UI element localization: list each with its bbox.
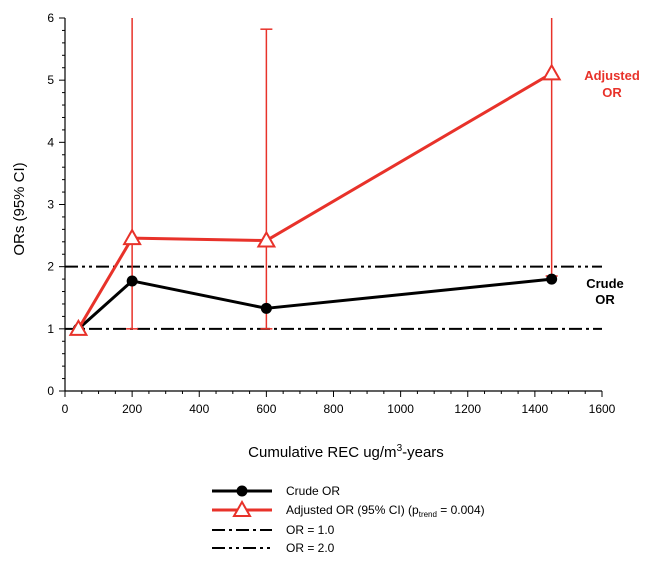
data-point-adjusted — [256, 230, 277, 248]
x-tick-label: 1000 — [387, 402, 414, 416]
legend-swatch-crude-marker — [236, 485, 248, 497]
legend-label-adjusted: Adjusted OR (95% CI) (ptrend = 0.004) — [286, 503, 485, 519]
y-axis-title: ORs (95% CI) — [11, 162, 28, 255]
legend-item-crude: Crude OR — [212, 484, 340, 498]
legend-label-crude: Crude OR — [286, 484, 340, 498]
data-point-crude — [546, 273, 558, 285]
y-tick-label: 2 — [47, 260, 54, 274]
x-tick-label: 1200 — [454, 402, 481, 416]
legend-item-or2: OR = 2.0 — [212, 541, 335, 555]
data-point-adjusted — [541, 63, 562, 81]
legend-item-adjusted: Adjusted OR (95% CI) (ptrend = 0.004) — [212, 499, 485, 519]
legend-label-or2: OR = 2.0 — [286, 541, 335, 555]
legend-label-or1: OR = 1.0 — [286, 523, 335, 537]
x-tick-label: 0 — [62, 402, 69, 416]
x-tick-label: 200 — [122, 402, 142, 416]
x-axis-title: Cumulative REC ug/m3-years — [248, 443, 444, 461]
y-tick-label: 0 — [47, 384, 54, 398]
data-point-crude — [260, 302, 272, 314]
y-tick-label: 3 — [47, 198, 54, 212]
data-point-adjusted — [68, 318, 89, 336]
legend: Crude OR Adjusted OR (95% CI) (ptrend = … — [212, 484, 485, 555]
series-line-crude — [77, 277, 552, 330]
series-line-adjusted — [77, 72, 553, 330]
x-tick-label: 600 — [256, 402, 276, 416]
x-tick-label: 1400 — [522, 402, 549, 416]
y-tick-label: 5 — [47, 73, 54, 87]
adjusted-or-annotation-line2: OR — [602, 85, 622, 100]
plot-area: 0 1 2 3 4 5 6 0 200 400 600 800 1000 1200 1400 1600 — [47, 11, 615, 416]
data-point-crude — [126, 275, 138, 287]
legend-item-or1: OR = 1.0 — [212, 523, 335, 537]
adjusted-or-annotation-line1: Adjusted — [584, 68, 640, 83]
x-tick-label: 800 — [323, 402, 343, 416]
crude-or-annotation-line1: Crude — [586, 276, 624, 291]
x-tick-label: 1600 — [589, 402, 616, 416]
y-tick-label: 4 — [47, 135, 54, 149]
legend-swatch-adjusted-marker — [232, 499, 252, 517]
x-tick-label: 400 — [189, 402, 209, 416]
y-tick-label: 6 — [47, 11, 54, 25]
data-point-adjusted — [122, 228, 142, 246]
crude-or-annotation-line2: OR — [595, 292, 615, 307]
y-tick-label: 1 — [47, 322, 54, 336]
